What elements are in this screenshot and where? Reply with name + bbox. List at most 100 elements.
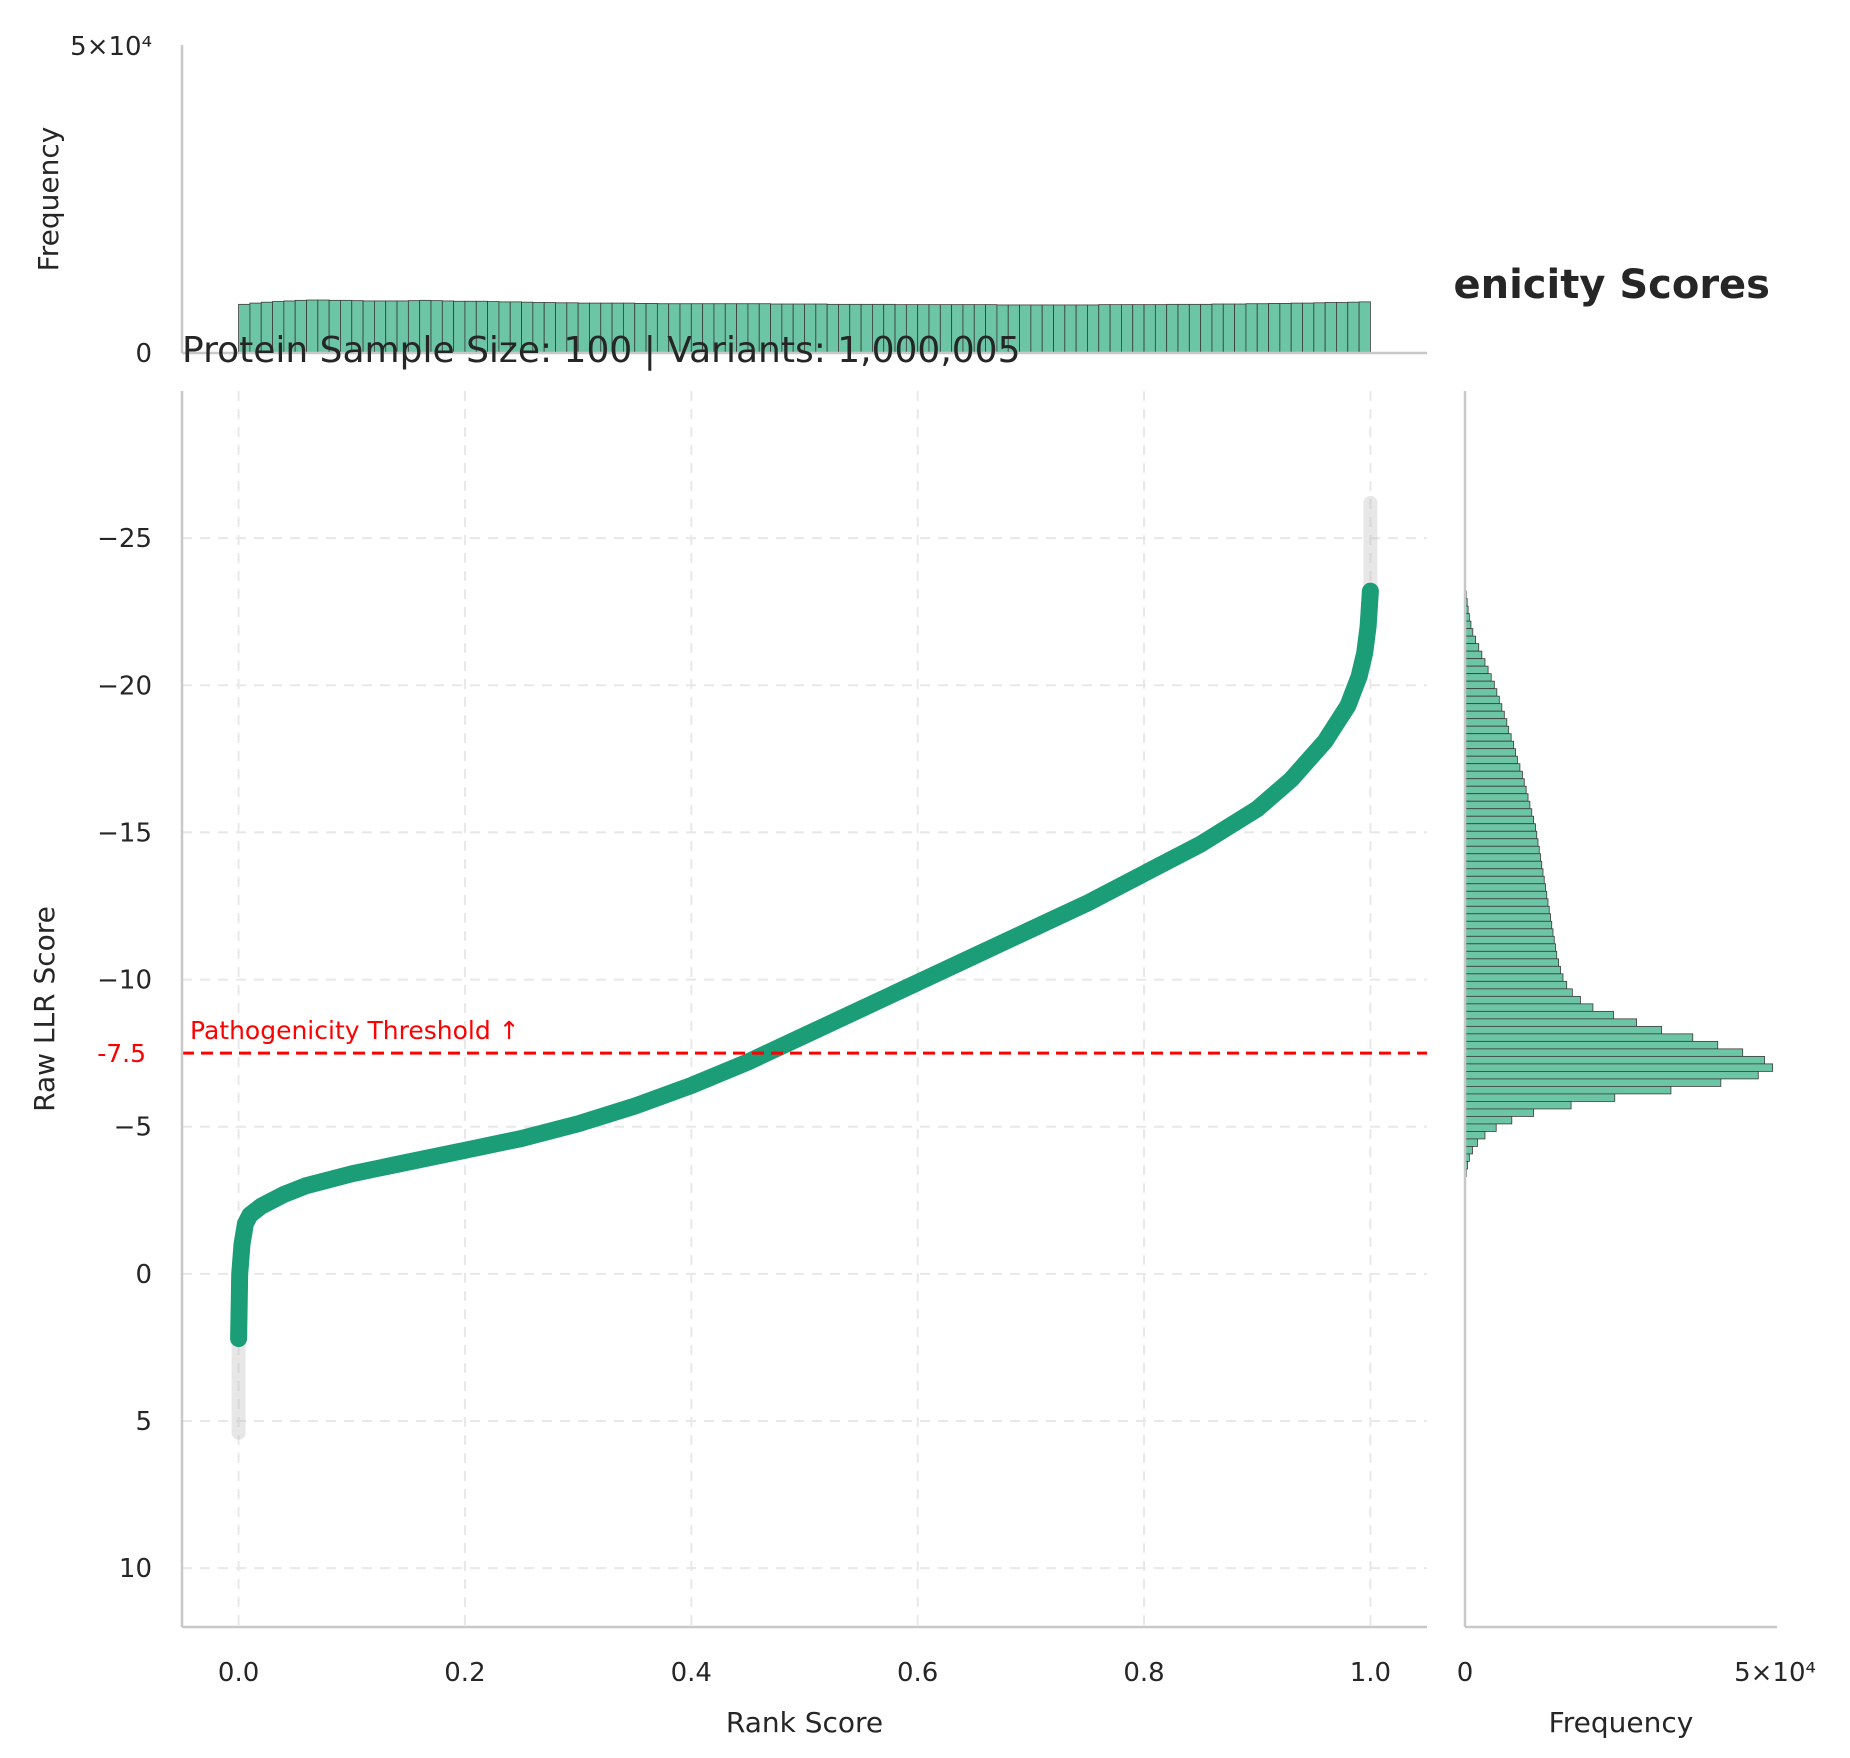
right-hist-bar [1464,905,1550,915]
threshold-value-label: -7.5 [97,1039,146,1068]
right-hist-bar [1464,1131,1486,1140]
right-hist-bar [1464,740,1515,750]
top-hist-bar [1132,304,1145,354]
right-hist-bar [1464,763,1521,772]
right-hist-bar [1464,875,1545,885]
right-hist-bar [1464,733,1512,742]
top-hist-bar [1313,302,1326,354]
x-tick-label: 0.2 [444,1658,485,1688]
right-hist-bar [1464,928,1554,937]
top-hist-bar [1143,304,1156,354]
right-hist-bar [1464,1025,1662,1035]
right-hist-bar [1464,935,1555,945]
chart-subtitle: Protein Sample Size: 100 | Variants: 1,0… [182,330,1021,371]
top-hist-bar [1154,304,1168,354]
right-hist-bar [1464,808,1533,817]
top-hist-bar [1358,301,1371,354]
top-hist-tick-label: 0 [135,339,152,369]
right-hist-bar [1464,680,1495,690]
top-hist-bar [1200,303,1213,354]
right-hist-bar [1464,658,1486,667]
right-hist-bar [1464,845,1540,855]
top-hist-bar [1064,304,1077,354]
rank-llr-scatter [230,495,1379,1440]
right-hist-bar [1464,950,1558,960]
right-hist-bar [1464,988,1573,997]
top-hist-bar [1336,302,1349,354]
right-hist-bar [1464,800,1531,810]
top-hist-bar [1268,303,1281,354]
titles: enicity Scores Protein Sample Size: 100 |… [182,262,1770,371]
x-tick-label: 0.6 [897,1658,938,1688]
right-hist-bar [1464,755,1518,765]
chart-title: enicity Scores [1453,262,1770,308]
right-hist-bar [1464,898,1549,907]
right-hist-bar [1464,913,1551,922]
top-hist-tick-label: 5×10⁴ [70,32,152,62]
right-hist-bar [1464,688,1498,697]
right-hist-bar [1464,710,1505,720]
y-tick-label: −15 [97,818,152,848]
right-hist-bar [1464,635,1477,645]
right-hist-bar [1464,793,1529,802]
top-hist-bar [1041,304,1054,354]
top-hist-bar [1030,304,1043,354]
y-axis-label: Raw LLR Score [28,906,61,1112]
x-axis-label: Rank Score [726,1706,883,1739]
right-hist-bar [1464,1010,1614,1020]
top-hist-bar [1019,304,1032,354]
right-hist-bar [1464,995,1581,1005]
right-hist-bar [1464,1078,1722,1087]
right-hist-bar [1464,718,1508,727]
right-hist-bar [1464,1123,1497,1132]
right-hist-bar [1464,748,1516,757]
top-hist-bar [1121,304,1134,354]
top-hist-bar [1211,303,1224,354]
top-hist-bar [1290,302,1303,354]
right-hist-bar [1464,703,1503,712]
y-tick-label: 10 [119,1554,152,1584]
top-hist-bar [1234,303,1247,354]
x-tick-label: 0.0 [218,1658,259,1688]
threshold-label: Pathogenicity Threshold ↑ [190,1016,520,1045]
right-hist-bar [1464,1033,1694,1042]
right-hist-bar [1464,725,1510,735]
right-hist-bar [1464,868,1544,877]
top-hist-bar [1053,304,1066,354]
threshold-group: Pathogenicity Threshold ↑ -7.5 [97,1016,1427,1068]
y-tick-label: 0 [135,1260,152,1290]
right-hist-tick-label: 0 [1457,1658,1474,1688]
right-hist-bar [1464,1018,1638,1027]
right-hist-bar [1464,1003,1594,1012]
right-hist-bar [1464,958,1559,967]
right-hist-bar [1464,1048,1744,1057]
main-axes: 0.0 0.2 0.4 0.6 0.8 1.0 −25 −20 −15 −10 −5 0 5 10 Rank… [28,391,1427,1739]
top-hist-bar [1087,304,1100,354]
top-hist-bar [1347,301,1360,354]
right-hist-bar [1464,980,1568,990]
x-tick-label: 1.0 [1350,1658,1391,1688]
right-hist-bar [1464,943,1556,952]
top-hist-bar [1075,304,1088,354]
top-hist-bar [1177,303,1190,354]
right-hist-bar [1464,815,1535,825]
right-hist-bar [1464,1093,1616,1102]
right-hist-bar [1464,973,1564,982]
right-hist-bar [1464,1040,1719,1050]
right-hist-bar [1464,890,1548,900]
right-hist-bar [1464,1101,1572,1110]
right-hist-bar [1464,665,1489,675]
x-tick-label: 0.4 [671,1658,712,1688]
top-hist-bar [1245,303,1258,354]
scatter-band [230,582,1379,1348]
right-hist-bar [1464,1085,1672,1095]
right-hist-bar [1464,673,1492,682]
top-hist-ylabel: Frequency [32,127,65,272]
right-hist-bar [1464,1108,1535,1117]
right-hist-tick-label: 5×10⁴ [1734,1658,1816,1688]
right-hist-bar [1464,1055,1765,1065]
top-hist-bar [1279,303,1292,354]
y-tick-label: −20 [97,671,152,701]
top-hist-bar [1188,303,1202,354]
right-hist-bar [1464,1063,1774,1072]
